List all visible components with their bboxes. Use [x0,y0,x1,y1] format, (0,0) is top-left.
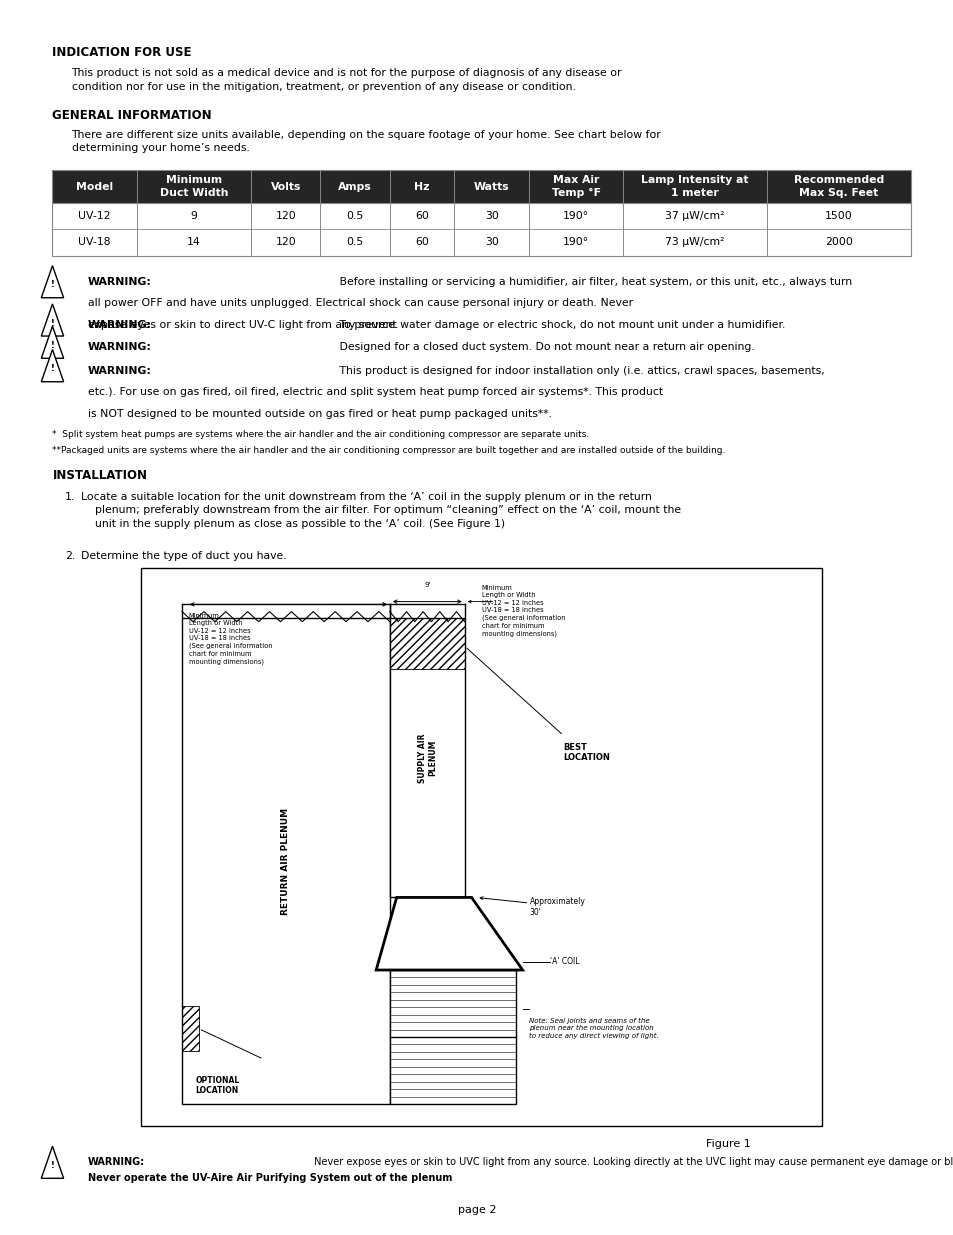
Text: 37 μW/cm²: 37 μW/cm² [665,211,724,221]
Text: 'A' COIL: 'A' COIL [549,957,578,966]
Text: 120: 120 [275,211,295,221]
Bar [182,1007,198,1051]
Text: SUPPLY AIR
PLENUM: SUPPLY AIR PLENUM [417,734,436,783]
Text: UV-12: UV-12 [78,211,111,221]
Text: Watts: Watts [474,182,509,191]
Text: WARNING:: WARNING: [88,277,152,287]
Text: Model: Model [76,182,113,191]
Text: WARNING:: WARNING: [88,366,152,375]
Text: !: ! [51,280,54,289]
Text: Never expose eyes or skin to UVC light from any source. Looking directly at the : Never expose eyes or skin to UVC light f… [311,1157,953,1167]
Text: Max Air
Temp °F: Max Air Temp °F [551,175,600,198]
Text: UV-18: UV-18 [78,237,111,247]
Text: Approximately
30': Approximately 30' [529,898,585,916]
Text: WARNING:: WARNING: [88,1157,145,1167]
Text: RETURN AIR PLENUM: RETURN AIR PLENUM [281,808,290,915]
Text: This product is not sold as a medical device and is not for the purpose of diagn: This product is not sold as a medical de… [71,68,621,91]
Text: 120: 120 [275,237,295,247]
Text: 60: 60 [415,237,429,247]
Text: !: ! [51,319,54,327]
Text: INDICATION FOR USE: INDICATION FOR USE [52,46,192,59]
Polygon shape [375,898,522,969]
Text: Hz: Hz [414,182,430,191]
Text: Note: Seal joints and seams of the
plenum near the mounting location
to reduce a: Note: Seal joints and seams of the plenu… [529,1018,659,1039]
Text: 2.: 2. [65,551,75,561]
Text: page 2: page 2 [457,1205,496,1215]
Text: WARNING:: WARNING: [88,342,152,352]
Text: **Packaged units are systems where the air handler and the air conditioning comp: **Packaged units are systems where the a… [52,446,725,454]
Text: 60: 60 [415,211,429,221]
Text: Minimum
Duct Width: Minimum Duct Width [159,175,228,198]
Text: *  Split system heat pumps are systems where the air handler and the air conditi: * Split system heat pumps are systems wh… [52,430,589,438]
Bar [182,619,390,1104]
Text: 9: 9 [191,211,197,221]
Text: 190°: 190° [562,211,589,221]
Text: Designed for a closed duct system. Do not mount near a return air opening.: Designed for a closed duct system. Do no… [336,342,755,352]
Text: Recommended
Max Sq. Feet: Recommended Max Sq. Feet [793,175,883,198]
Text: WARNING:: WARNING: [88,320,152,330]
Text: BEST
LOCATION: BEST LOCATION [563,742,610,762]
Text: 1500: 1500 [824,211,852,221]
Text: Volts: Volts [271,182,300,191]
Text: 1.: 1. [65,492,75,501]
Text: Lamp Intensity at
1 meter: Lamp Intensity at 1 meter [640,175,748,198]
Text: 2000: 2000 [824,237,852,247]
Polygon shape [41,1146,64,1178]
Text: Before installing or servicing a humidifier, air filter, heat system, or this un: Before installing or servicing a humidif… [336,277,852,287]
Text: Figure 1: Figure 1 [705,1139,750,1149]
Text: Never operate the UV-Aire Air Purifying System out of the plenum: Never operate the UV-Aire Air Purifying … [88,1173,452,1183]
Text: This product is designed for indoor installation only (i.e. attics, crawl spaces: This product is designed for indoor inst… [336,366,824,375]
Polygon shape [41,350,64,382]
Text: Locate a suitable location for the unit downstream from the ‘A’ coil in the supp: Locate a suitable location for the unit … [81,492,680,529]
Text: 190°: 190° [562,237,589,247]
Text: Amps: Amps [338,182,372,191]
Text: There are different size units available, depending on the square footage of you: There are different size units available… [71,130,660,153]
Text: expose eyes or skin to direct UV-C light from any source.: expose eyes or skin to direct UV-C light… [88,320,397,330]
Text: OPTIONAL
LOCATION: OPTIONAL LOCATION [195,1076,240,1095]
Bar [390,619,464,668]
Text: etc.). For use on gas fired, oil fired, electric and split system heat pump forc: etc.). For use on gas fired, oil fired, … [88,388,662,398]
Polygon shape [41,304,64,336]
Bar [52,170,910,203]
Text: !: ! [51,364,54,373]
Text: !: ! [51,1161,54,1170]
Polygon shape [41,326,64,358]
Text: INSTALLATION: INSTALLATION [52,469,148,483]
Text: Determine the type of duct you have.: Determine the type of duct you have. [81,551,287,561]
Text: 0.5: 0.5 [346,237,363,247]
Polygon shape [41,266,64,298]
Text: 14: 14 [187,237,200,247]
Bar [390,619,464,898]
Text: 9': 9' [424,582,430,588]
Text: !: ! [51,341,54,350]
Text: is NOT designed to be mounted outside on gas fired or heat pump packaged units**: is NOT designed to be mounted outside on… [88,409,551,419]
Text: all power OFF and have units unplugged. Electrical shock can cause personal inju: all power OFF and have units unplugged. … [88,298,632,309]
Text: Minimum
Length or Width
UV-12 = 12 inches
UV-18 = 18 inches
(See general informa: Minimum Length or Width UV-12 = 12 inche… [189,613,273,664]
Bar [390,969,516,1104]
Text: 30: 30 [484,211,498,221]
Text: To prevent water damage or electric shock, do not mount unit under a humidifier.: To prevent water damage or electric shoc… [336,320,785,330]
Text: 30: 30 [484,237,498,247]
Bar [141,568,821,1126]
Bar [52,170,910,256]
Text: 0.5: 0.5 [346,211,363,221]
Text: 73 μW/cm²: 73 μW/cm² [665,237,724,247]
Text: Minimum
Length or Width
UV-12 = 12 inches
UV-18 = 18 inches
(See general informa: Minimum Length or Width UV-12 = 12 inche… [481,585,565,637]
Text: GENERAL INFORMATION: GENERAL INFORMATION [52,109,212,122]
